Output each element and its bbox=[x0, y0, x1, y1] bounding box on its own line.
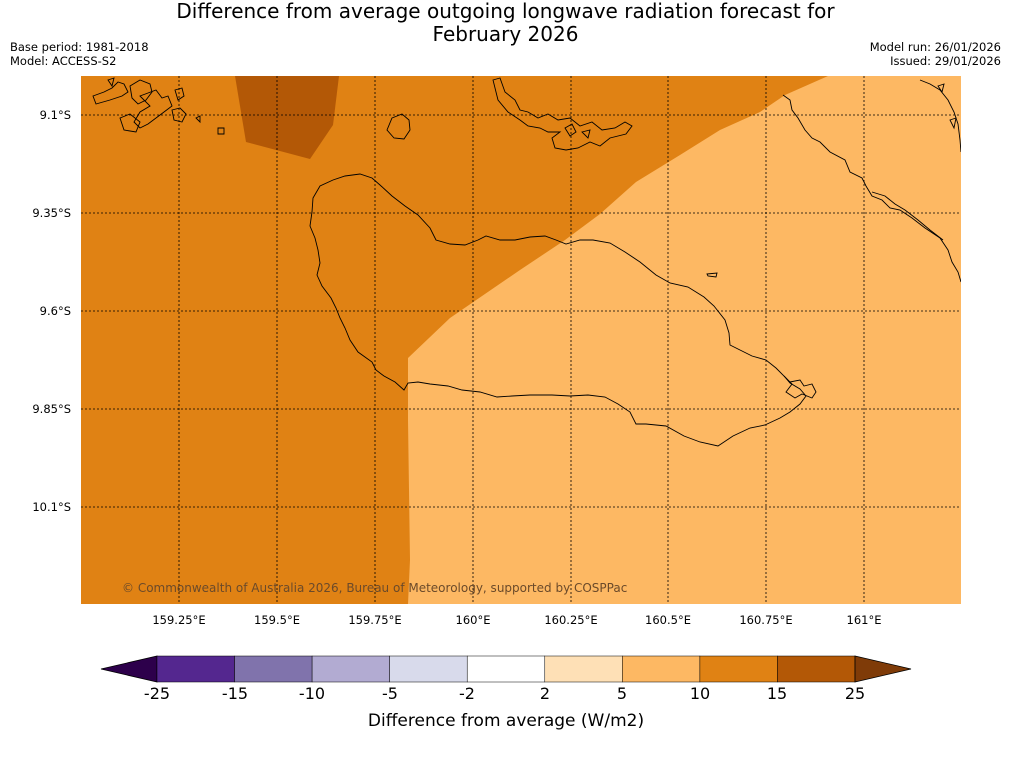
colorbar-tick: 5 bbox=[617, 684, 627, 703]
coastline-savo bbox=[386, 113, 411, 140]
anomaly-region-15-25 bbox=[235, 76, 339, 159]
colorbar-tick: -2 bbox=[459, 684, 475, 703]
longitude-labels: 159.25°E 159.5°E 159.75°E 160°E 160.25°E… bbox=[152, 613, 881, 627]
lon-label: 159.75°E bbox=[348, 613, 401, 627]
model-text: Model: ACCESS-S2 bbox=[10, 54, 117, 68]
coastline-nggela bbox=[492, 77, 633, 151]
lat-label: 10.1°S bbox=[32, 500, 71, 514]
lon-label: 160.5°E bbox=[645, 613, 691, 627]
model-run-text: Model run: 26/01/2026 bbox=[869, 40, 1001, 54]
colorbar-segment bbox=[544, 655, 623, 683]
issued-text: Issued: 29/01/2026 bbox=[890, 54, 1001, 68]
coastline-guadalcanal bbox=[309, 173, 807, 447]
base-period-text: Base period: 1981-2018 bbox=[10, 40, 149, 54]
lon-label: 161°E bbox=[847, 613, 882, 627]
lon-label: 160.25°E bbox=[544, 613, 597, 627]
colorbar-label: Difference from average (W/m2) bbox=[368, 711, 644, 731]
lat-label: 9.35°S bbox=[32, 206, 71, 220]
coastlines bbox=[92, 77, 961, 447]
coastline-russell-islands bbox=[92, 81, 129, 105]
lat-label: 9.85°S bbox=[32, 402, 71, 416]
colorbar-tick: 10 bbox=[690, 684, 710, 703]
colorbar bbox=[100, 655, 912, 683]
title-line-1: Difference from average outgoing longwav… bbox=[176, 0, 835, 23]
colorbar-segment bbox=[389, 655, 468, 683]
meta-right: Model run: 26/01/2026 Issued: 29/01/2026 bbox=[870, 40, 1001, 68]
colorbar-tick-labels: -25 -15 -10 -5 -2 2 5 10 15 25 bbox=[144, 684, 865, 703]
colorbar-tick: 2 bbox=[540, 684, 550, 703]
anomaly-region-5-10 bbox=[408, 76, 961, 604]
colorbar-tick: -5 bbox=[382, 684, 398, 703]
meta-left: Base period: 1981-2018 Model: ACCESS-S2 bbox=[10, 40, 149, 68]
chart-title: Difference from average outgoing longwav… bbox=[0, 0, 1011, 46]
colorbar-under-arrow bbox=[100, 655, 158, 683]
title-line-2: February 2026 bbox=[432, 22, 579, 46]
colorbar-tick: 15 bbox=[767, 684, 787, 703]
lon-label: 160.75°E bbox=[739, 613, 792, 627]
colorbar-segment bbox=[777, 655, 856, 683]
colorbar-segment bbox=[466, 655, 546, 683]
colorbar-tick: -10 bbox=[299, 684, 325, 703]
colorbar-segment bbox=[311, 655, 390, 683]
colorbar-segment bbox=[699, 655, 778, 683]
colorbar-over-arrow bbox=[854, 655, 912, 683]
lat-label: 9.6°S bbox=[40, 304, 71, 318]
coastline-malaita bbox=[782, 94, 961, 283]
lon-label: 159.25°E bbox=[152, 613, 205, 627]
lat-label: 9.1°S bbox=[40, 108, 71, 122]
lon-label: 159.5°E bbox=[254, 613, 300, 627]
colorbar-tick: -15 bbox=[222, 684, 248, 703]
coastline-marau bbox=[783, 375, 817, 399]
colorbar-tick: -25 bbox=[144, 684, 170, 703]
map-panel: © Commonwealth of Australia 2026, Bureau… bbox=[81, 76, 961, 604]
graticule bbox=[81, 76, 961, 604]
copyright-notice: © Commonwealth of Australia 2026, Bureau… bbox=[122, 581, 627, 595]
lon-label: 160°E bbox=[456, 613, 491, 627]
colorbar-segment bbox=[156, 655, 235, 683]
colorbar-segment bbox=[234, 655, 313, 683]
latitude-labels: 9.1°S 9.35°S 9.6°S 9.85°S 10.1°S bbox=[32, 108, 71, 514]
colorbar-tick: 25 bbox=[845, 684, 865, 703]
colorbar-segment bbox=[622, 655, 701, 683]
